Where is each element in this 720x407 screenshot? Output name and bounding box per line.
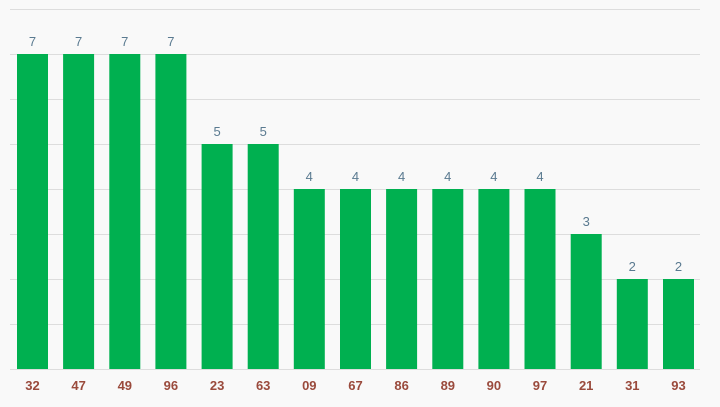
bar — [432, 189, 464, 369]
bar — [386, 189, 418, 369]
bar-value-label: 5 — [213, 124, 220, 139]
bar-value-label: 7 — [29, 34, 36, 49]
x-tick-label: 96 — [164, 378, 178, 393]
bar — [247, 144, 279, 369]
x-tick-label: 89 — [441, 378, 455, 393]
bar — [616, 279, 648, 369]
x-tick-label: 09 — [302, 378, 316, 393]
bar — [201, 144, 233, 369]
bar — [570, 234, 602, 369]
x-tick-label: 23 — [210, 378, 224, 393]
bar-value-label: 7 — [167, 34, 174, 49]
bar-value-label: 4 — [444, 169, 451, 184]
bar — [478, 189, 510, 369]
bar-value-label: 7 — [75, 34, 82, 49]
bars — [17, 54, 694, 369]
x-tick-label: 97 — [533, 378, 547, 393]
x-tick-label: 67 — [348, 378, 362, 393]
x-tick-label: 63 — [256, 378, 270, 393]
bar — [63, 54, 95, 369]
x-tick-label: 93 — [671, 378, 685, 393]
bar — [109, 54, 141, 369]
bar — [17, 54, 48, 369]
x-tick-label: 49 — [118, 378, 132, 393]
bar-value-label: 4 — [306, 169, 313, 184]
x-tick-label: 90 — [487, 378, 501, 393]
x-axis-tick-labels: 32 47 49 96 23 63 09 67 86 89 90 97 21 31 93 — [25, 378, 685, 393]
bar — [293, 189, 325, 369]
bar-value-label: 7 — [121, 34, 128, 49]
x-tick-label: 86 — [394, 378, 408, 393]
data-labels: 7 7 7 7 5 5 4 4 4 4 4 4 3 2 2 — [29, 34, 682, 274]
bar-value-label: 2 — [675, 259, 682, 274]
bar-value-label: 5 — [260, 124, 267, 139]
bar-value-label: 4 — [398, 169, 405, 184]
bar-value-label: 4 — [352, 169, 359, 184]
bar — [340, 189, 371, 369]
bar-value-label: 4 — [536, 169, 543, 184]
x-tick-label: 21 — [579, 378, 593, 393]
x-tick-label: 31 — [625, 378, 639, 393]
x-tick-label: 47 — [71, 378, 85, 393]
bar — [524, 189, 556, 369]
bar — [155, 54, 187, 369]
x-tick-label: 32 — [25, 378, 39, 393]
bar — [663, 279, 694, 369]
bar-value-label: 3 — [583, 214, 590, 229]
bar-value-label: 2 — [629, 259, 636, 274]
bar-value-label: 4 — [490, 169, 497, 184]
